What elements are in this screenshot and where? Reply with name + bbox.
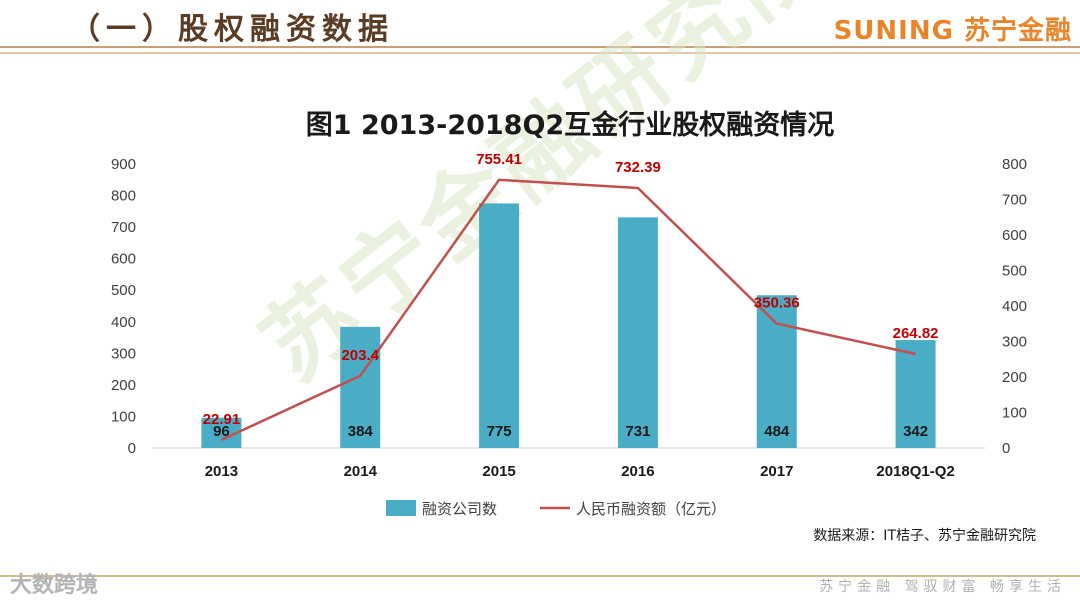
line-value-label: 22.91 [203,411,241,428]
brand-logo: SUNING 苏宁金融 [833,16,1072,46]
bar-value-label: 342 [903,423,928,440]
right-axis-tick-label: 700 [1002,192,1027,209]
right-axis-tick-label: 600 [1002,227,1027,244]
bar [895,340,936,448]
left-axis-tick-label: 500 [111,282,136,299]
right-axis-tick-label: 300 [1002,334,1027,351]
right-axis-tick-label: 0 [1002,440,1010,457]
bar [479,203,520,448]
line-value-label: 732.39 [615,159,661,176]
right-axis-tick-label: 800 [1002,156,1027,173]
left-axis-tick-label: 200 [111,377,136,394]
footer-slogan: 苏宁金融 驾驭财富 畅享生活 [819,579,1066,595]
left-axis-tick-label: 0 [128,440,136,457]
bar [340,326,381,448]
category-label: 2018Q1-Q2 [876,463,954,480]
bar [756,295,797,448]
category-label: 2013 [205,463,238,480]
right-axis-tick-label: 400 [1002,298,1027,315]
line-value-label: 264.82 [893,325,939,342]
left-axis-tick-label: 300 [111,345,136,362]
line-value-label: 350.36 [754,295,800,312]
line-series [220,178,916,442]
chart-title: 图1 2013-2018Q2互金行业股权融资情况 [306,109,834,141]
source-note: 数据来源：IT桔子、苏宁金融研究院 [813,527,1036,544]
footer-logo-text: 大数跨境 [10,573,99,598]
page-title: （一）股权融资数据 [70,12,394,47]
header-divider-secondary [0,52,1080,54]
right-axis-tick-label: 100 [1002,405,1027,422]
category-label: 2015 [482,463,515,480]
left-axis-tick-label: 400 [111,314,136,331]
legend-bar-label: 融资公司数 [422,500,497,518]
category-label: 2016 [621,463,654,480]
bar-value-label: 384 [348,423,374,440]
bar [617,217,658,448]
bar-value-label: 731 [625,423,650,440]
bar-value-label: 775 [487,423,512,440]
left-axis-tick-label: 800 [111,188,136,205]
left-axis-tick-label: 900 [111,156,136,173]
legend-line-label: 人民币融资额（亿元） [576,500,726,518]
footer-divider [0,575,1080,577]
legend-bar-swatch [386,500,416,516]
line-value-label: 755.41 [476,151,522,168]
left-axis-tick-label: 700 [111,219,136,236]
right-axis-tick-label: 200 [1002,369,1027,386]
bar-value-label: 96 [213,423,230,440]
bar-value-label: 484 [764,423,790,440]
left-axis-tick-label: 600 [111,251,136,268]
left-axis-tick-label: 100 [111,408,136,425]
line-value-label: 203.4 [341,347,379,364]
right-axis-tick-label: 500 [1002,263,1027,280]
header-divider [0,46,1080,48]
category-label: 2017 [760,463,793,480]
category-label: 2014 [344,463,378,480]
